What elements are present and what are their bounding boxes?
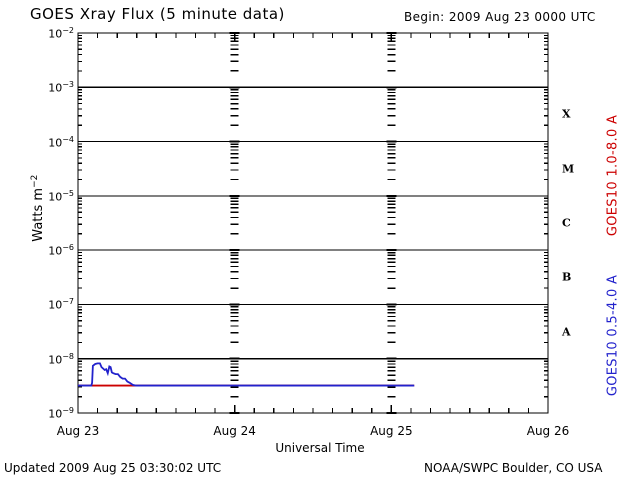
page-title: GOES Xray Flux (5 minute data) bbox=[30, 5, 285, 23]
flare-class-letter-b: B bbox=[562, 270, 572, 284]
flare-class-letter-x: X bbox=[562, 107, 571, 121]
y-axis-tick-label: 10−7 bbox=[48, 297, 74, 313]
y-axis-tick-label: 10−5 bbox=[48, 188, 74, 204]
y-axis-tick-label: 10−4 bbox=[48, 134, 74, 150]
series-line-short-channel bbox=[78, 362, 415, 387]
flare-class-letter-m: M bbox=[562, 162, 575, 176]
flare-class-letter-a: A bbox=[562, 325, 571, 339]
x-axis-tick-label: Aug 25 bbox=[370, 424, 413, 438]
begin-time-label: Begin: 2009 Aug 23 0000 UTC bbox=[404, 10, 596, 24]
updated-timestamp: Updated 2009 Aug 25 03:30:02 UTC bbox=[4, 461, 222, 475]
flare-class-letter-c: C bbox=[562, 216, 571, 230]
legend-long-channel: GOES10 1.0-8.0 A bbox=[605, 114, 621, 237]
plot-frame bbox=[77, 32, 549, 414]
x-axis-tick-label: Aug 24 bbox=[213, 424, 256, 438]
x-axis-tick-label: Aug 26 bbox=[526, 424, 570, 438]
y-axis-tick-label: 10−8 bbox=[48, 351, 74, 367]
y-axis-tick-label: 10−9 bbox=[48, 406, 74, 421]
y-axis-tick-label: 10−6 bbox=[48, 243, 74, 258]
y-axis-tick-label: 10−3 bbox=[48, 80, 74, 95]
x-axis-title: Universal Time bbox=[275, 441, 365, 455]
source-attribution: NOAA/SWPC Boulder, CO USA bbox=[424, 461, 603, 475]
legend-short-channel: GOES10 0.5-4.0 A bbox=[605, 274, 621, 397]
x-axis-tick-label: Aug 23 bbox=[56, 424, 100, 438]
y-axis-tick-label: 10−2 bbox=[48, 26, 74, 41]
